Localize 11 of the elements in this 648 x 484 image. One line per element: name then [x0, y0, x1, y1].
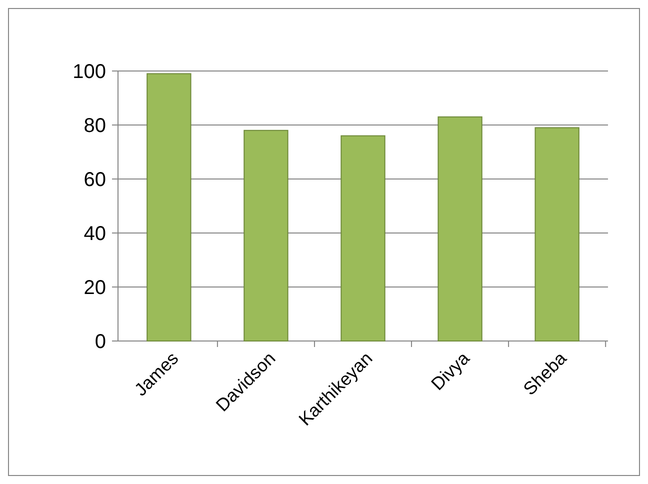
y-tick-label: 100 [72, 61, 106, 83]
y-tick-label: 60 [84, 169, 106, 191]
bar [244, 130, 288, 342]
bar [534, 127, 580, 342]
bar [438, 116, 482, 342]
y-tick-label: 20 [84, 277, 106, 299]
bar [146, 73, 192, 342]
y-tick-label: 0 [94, 331, 106, 353]
y-tick-label: 80 [84, 115, 106, 137]
bar [340, 135, 386, 342]
y-tick-label: 40 [84, 223, 106, 245]
